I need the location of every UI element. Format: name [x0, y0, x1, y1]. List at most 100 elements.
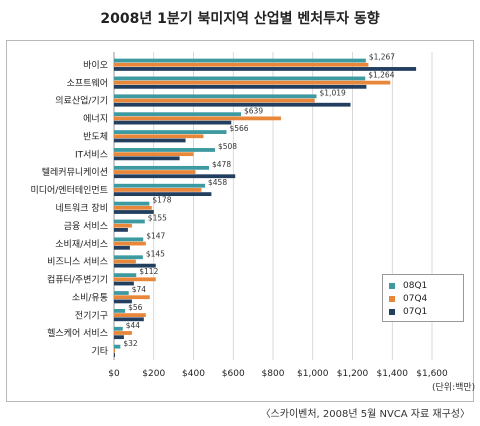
category-label: 바이오 [83, 60, 108, 71]
bar-07q4 [114, 313, 146, 317]
category-label: 비즈니스 서비스 [47, 257, 108, 268]
data-label: $508 [218, 142, 237, 151]
legend-swatch [389, 282, 395, 289]
bar-07q4 [114, 223, 132, 228]
bar-08q1 [114, 76, 366, 81]
category-label: 미디어/엔터테인먼트 [30, 185, 108, 196]
bar-08q1 [114, 112, 242, 117]
bar-07q1 [114, 67, 417, 71]
data-label: $566 [229, 124, 248, 133]
legend-item: 08Q1 [389, 279, 457, 292]
bar-08q1 [114, 130, 227, 134]
data-label: $145 [146, 249, 165, 258]
bar-08q1 [114, 255, 143, 260]
bar-07q4 [114, 259, 136, 264]
bar-07q4 [114, 134, 204, 139]
data-label: $56 [128, 303, 143, 312]
bar-07q4 [114, 170, 196, 174]
bar-08q1 [114, 165, 210, 170]
data-label: $147 [146, 231, 165, 240]
bar-07q1 [114, 245, 130, 250]
category-label: 소비/유통 [72, 292, 108, 303]
data-label: $32 [123, 339, 138, 348]
legend-item: 07Q1 [389, 305, 457, 318]
legend-label: 07Q1 [403, 306, 428, 317]
data-label: $639 [244, 106, 263, 115]
data-label: $458 [208, 178, 227, 187]
legend: 08Q1 07Q4 07Q1 [382, 274, 464, 322]
bar-07q1 [114, 174, 236, 179]
bar-07q1 [114, 102, 351, 107]
data-label: $1,019 [320, 88, 346, 97]
bar-08q1 [114, 201, 150, 206]
bar-07q4 [114, 348, 115, 353]
chart-title: 2008년 1분기 북미지역 산업별 벤처투자 동향 [100, 11, 380, 27]
category-label: IT서비스 [75, 149, 108, 160]
data-label: $478 [212, 160, 231, 169]
bar-08q1 [114, 148, 215, 152]
bar-07q1 [114, 156, 180, 161]
bar-08q1 [114, 308, 126, 313]
x-tick-label: $400 [182, 369, 205, 379]
unit-label: (단위:백만) [432, 383, 476, 393]
bar-07q1 [114, 138, 186, 143]
bar-07q4 [114, 241, 146, 246]
bar-07q4 [114, 188, 202, 192]
data-label: $74 [132, 285, 147, 294]
bar-08q1 [114, 273, 137, 278]
bar-08q1 [114, 344, 121, 349]
category-label: 컴퓨터/주변기기 [47, 274, 108, 286]
category-label: 기타 [91, 346, 108, 357]
bar-07q4 [114, 116, 281, 121]
bar-07q1 [114, 120, 232, 125]
bar-08q1 [114, 94, 317, 99]
category-label: 네트워크 장비 [55, 203, 108, 214]
bar-07q1 [114, 84, 367, 89]
category-label: 소비재/서비스 [55, 239, 108, 250]
legend-label: 08Q1 [403, 280, 428, 291]
bar-08q1 [114, 58, 366, 63]
category-label: 텔레커뮤니케이션 [42, 166, 108, 178]
data-label: $1,267 [369, 53, 395, 62]
x-tick-label: $200 [142, 369, 165, 379]
bar-07q1 [114, 210, 154, 214]
data-label: $44 [126, 321, 141, 330]
bar-07q1 [114, 299, 132, 304]
bar-07q4 [114, 152, 194, 157]
bar-07q1 [114, 192, 212, 197]
category-label: 전기기구 [75, 310, 108, 321]
bar-07q1 [114, 335, 124, 340]
legend-item: 07Q4 [389, 292, 457, 305]
x-tick-label: $1,200 [337, 369, 369, 379]
bar-07q1 [114, 263, 156, 268]
data-label: $1,264 [368, 71, 394, 80]
legend-swatch [389, 308, 395, 315]
bar-07q4 [114, 98, 315, 103]
source-note: 〈스카이벤처, 2008년 5월 NVCA 자료 재구성〉 [260, 409, 470, 420]
x-tick-label: $1,400 [377, 369, 409, 379]
category-label: 금융 서비스 [64, 221, 108, 232]
category-label: 의료산업/기기 [55, 96, 108, 107]
bar-07q4 [114, 295, 150, 300]
bar-07q1 [114, 353, 115, 357]
legend-swatch [389, 295, 395, 302]
x-tick-label: $800 [262, 369, 285, 379]
category-label: 소프트웨어 [67, 77, 108, 89]
x-tick-label: $1,000 [297, 369, 329, 379]
bar-07q4 [114, 80, 391, 85]
bar-08q1 [114, 183, 206, 188]
bar-07q1 [114, 227, 128, 232]
bar-07q1 [114, 281, 134, 286]
category-label: 헬스케어 서비스 [47, 328, 108, 339]
x-tick-label: $600 [222, 369, 245, 379]
x-tick-label: $1,600 [416, 369, 448, 379]
legend-label: 07Q4 [403, 293, 428, 304]
bar-07q4 [114, 331, 132, 335]
bar-07q4 [114, 62, 369, 67]
data-label: $112 [139, 267, 158, 276]
bar-07q1 [114, 317, 144, 322]
data-label: $155 [148, 214, 167, 223]
category-label: 반도체 [83, 131, 108, 142]
bar-07q4 [114, 205, 152, 210]
